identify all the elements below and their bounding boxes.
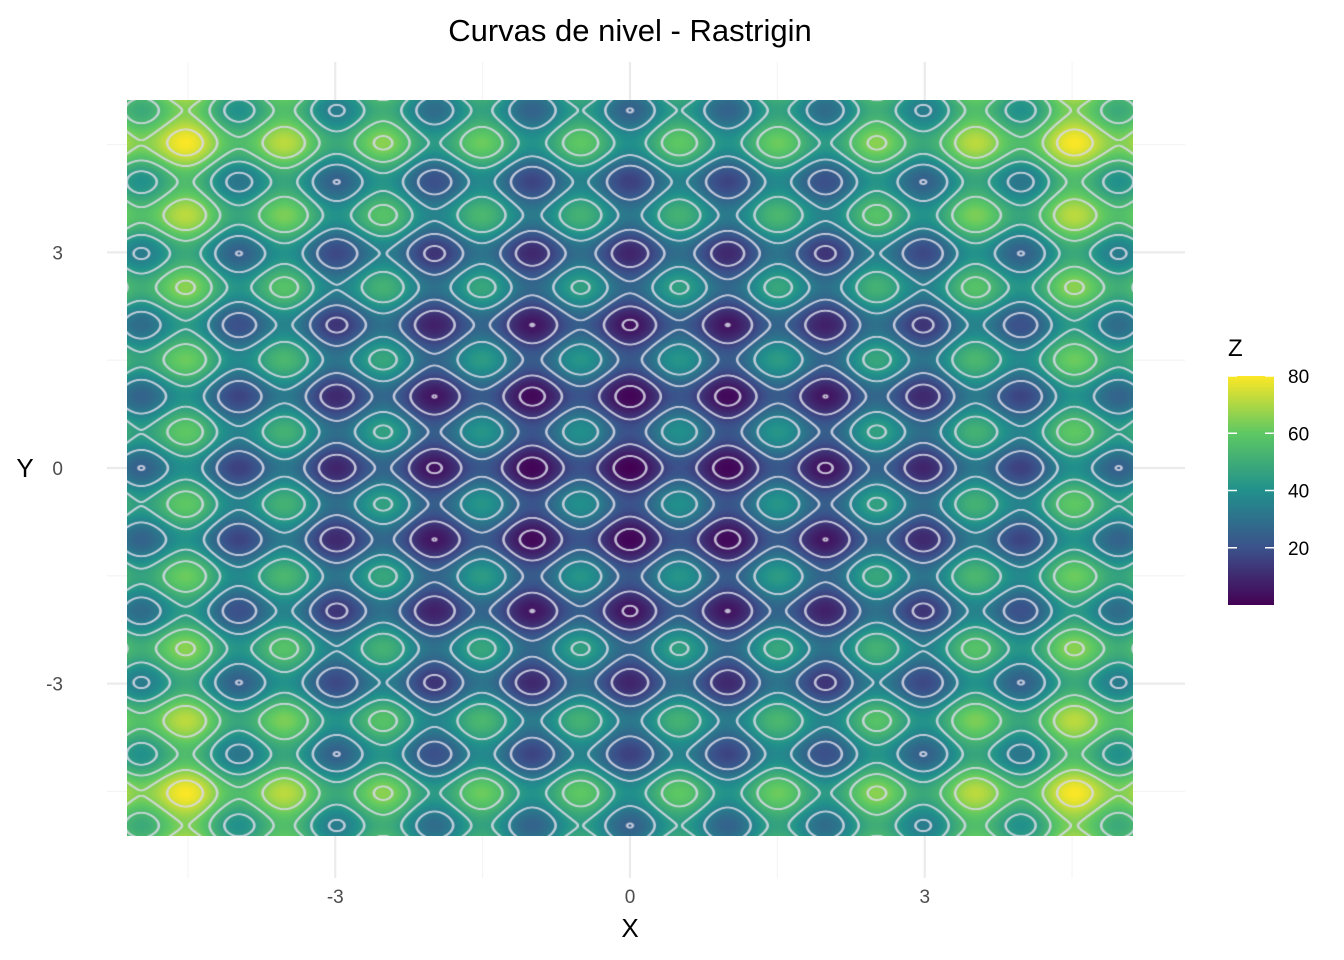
x-tick-label: 0 (625, 887, 636, 908)
legend-tick-label: 60 (1288, 424, 1309, 445)
x-axis-ticks: -3 0 3 (327, 887, 930, 908)
y-tick-label: 3 (52, 243, 63, 264)
rastrigin-heatmap (127, 100, 1133, 836)
y-axis-title: Y (16, 453, 33, 483)
legend-title: Z (1228, 335, 1243, 362)
chart-title: Curvas de nivel - Rastrigin (448, 13, 812, 48)
legend-tick-label: 80 (1288, 367, 1309, 388)
legend-tick-label: 20 (1288, 539, 1309, 560)
x-axis-title: X (621, 913, 638, 943)
x-tick-label: -3 (327, 887, 344, 908)
y-tick-label: -3 (46, 675, 63, 696)
y-tick-label: 0 (52, 459, 63, 480)
legend: Z 20 40 60 80 (1228, 335, 1309, 605)
legend-ticks: 20 40 60 80 (1228, 367, 1309, 560)
x-tick-label: 3 (919, 887, 930, 908)
y-axis-ticks: -3 0 3 (46, 243, 63, 695)
legend-tick-label: 40 (1288, 482, 1309, 503)
